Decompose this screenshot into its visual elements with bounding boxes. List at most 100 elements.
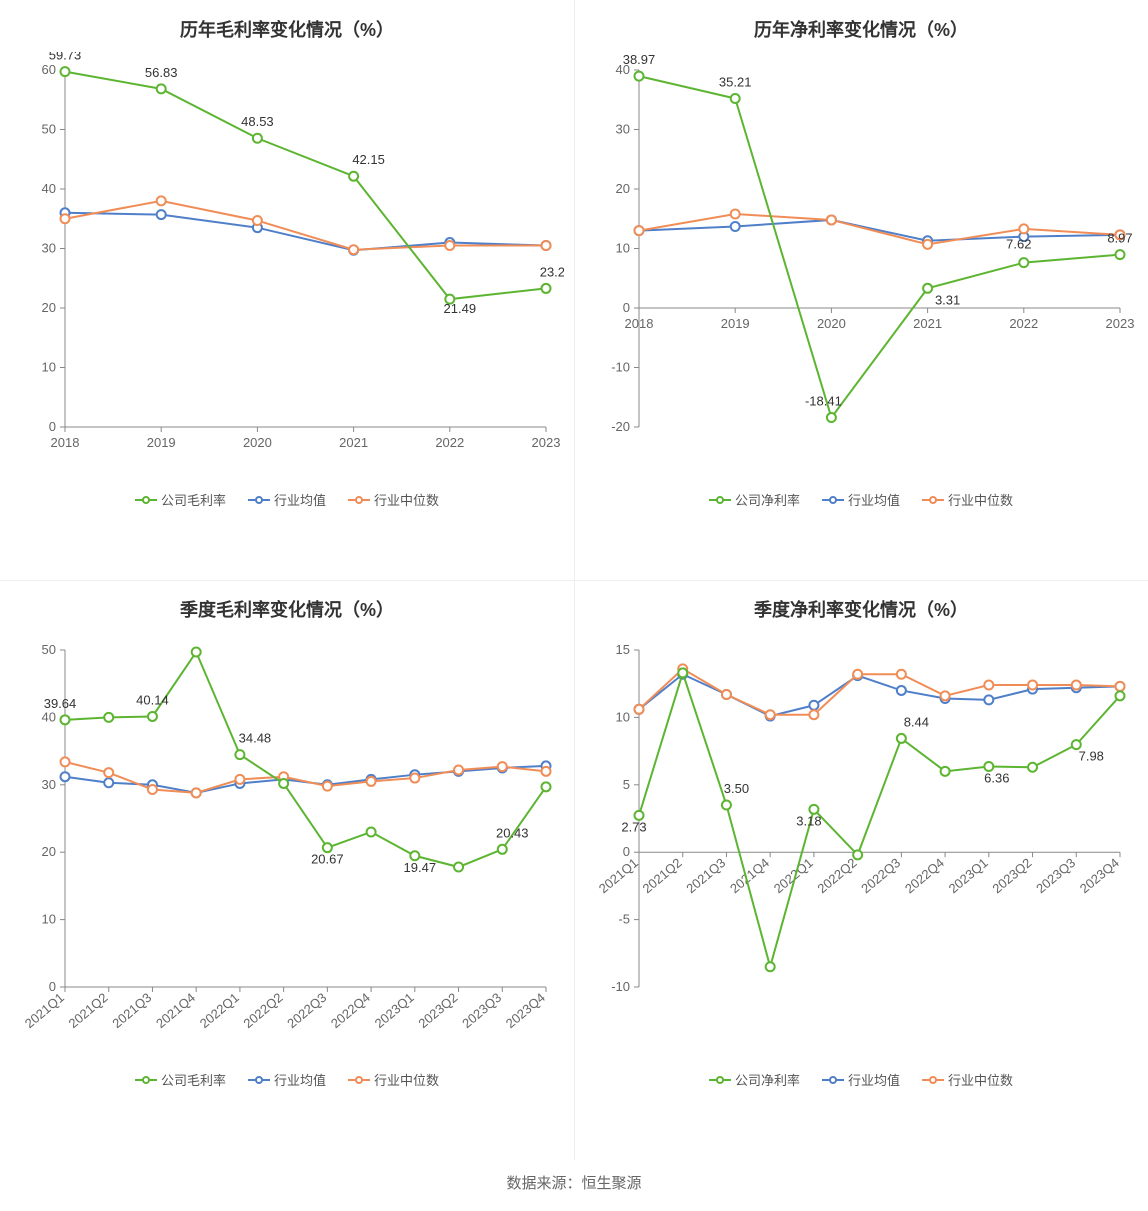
data-point[interactable] xyxy=(367,827,376,836)
data-point[interactable] xyxy=(897,670,906,679)
data-point[interactable] xyxy=(809,710,818,719)
data-point[interactable] xyxy=(235,750,244,759)
data-point[interactable] xyxy=(104,768,113,777)
legend-item-company[interactable]: 公司净利率 xyxy=(709,490,800,509)
data-point[interactable] xyxy=(635,705,644,714)
series-line-industry_median[interactable] xyxy=(65,762,546,793)
series-line-industry_avg[interactable] xyxy=(639,674,1120,716)
legend-item-company[interactable]: 公司毛利率 xyxy=(135,490,226,509)
data-point[interactable] xyxy=(809,701,818,710)
data-point[interactable] xyxy=(148,785,157,794)
data-point[interactable] xyxy=(253,134,262,143)
data-point[interactable] xyxy=(542,782,551,791)
data-point[interactable] xyxy=(157,84,166,93)
data-point[interactable] xyxy=(766,710,775,719)
data-point[interactable] xyxy=(498,762,507,771)
data-point[interactable] xyxy=(367,777,376,786)
data-point[interactable] xyxy=(941,767,950,776)
data-point[interactable] xyxy=(853,670,862,679)
svg-text:2022: 2022 xyxy=(1009,316,1038,331)
data-point[interactable] xyxy=(253,216,262,225)
data-point[interactable] xyxy=(192,788,201,797)
data-point[interactable] xyxy=(678,668,687,677)
data-point[interactable] xyxy=(542,284,551,293)
data-point[interactable] xyxy=(349,245,358,254)
data-point[interactable] xyxy=(61,67,70,76)
legend-item-industry_avg[interactable]: 行业均值 xyxy=(248,1070,326,1089)
plot-quarterly-gross[interactable]: 010203040502021Q12021Q22021Q32021Q42022Q… xyxy=(10,632,564,1052)
series-line-company[interactable] xyxy=(639,673,1120,967)
data-point[interactable] xyxy=(410,774,419,783)
data-point[interactable] xyxy=(722,690,731,699)
data-label: 21.49 xyxy=(444,301,477,316)
data-point[interactable] xyxy=(1116,250,1125,259)
data-point[interactable] xyxy=(827,215,836,224)
legend-item-company[interactable]: 公司净利率 xyxy=(709,1070,800,1089)
data-point[interactable] xyxy=(984,681,993,690)
data-point[interactable] xyxy=(542,241,551,250)
legend-item-industry_avg[interactable]: 行业均值 xyxy=(248,490,326,509)
data-point[interactable] xyxy=(192,648,201,657)
data-point[interactable] xyxy=(542,767,551,776)
data-point[interactable] xyxy=(61,214,70,223)
series-line-company[interactable] xyxy=(639,76,1120,417)
plot-quarterly-net[interactable]: -10-50510152021Q12021Q22021Q32021Q42022Q… xyxy=(584,632,1138,1052)
data-point[interactable] xyxy=(61,715,70,724)
data-point[interactable] xyxy=(323,782,332,791)
legend-item-industry_avg[interactable]: 行业均值 xyxy=(822,490,900,509)
data-point[interactable] xyxy=(722,801,731,810)
legend-swatch-icon xyxy=(135,494,157,506)
data-point[interactable] xyxy=(731,222,740,231)
data-point[interactable] xyxy=(941,691,950,700)
data-point[interactable] xyxy=(1072,681,1081,690)
data-point[interactable] xyxy=(1116,691,1125,700)
legend-item-industry_median[interactable]: 行业中位数 xyxy=(348,1070,439,1089)
series-line-industry_median[interactable] xyxy=(639,214,1120,244)
data-point[interactable] xyxy=(923,240,932,249)
legend-item-industry_median[interactable]: 行业中位数 xyxy=(922,490,1013,509)
data-point[interactable] xyxy=(1028,763,1037,772)
data-point[interactable] xyxy=(445,241,454,250)
legend-item-industry_median[interactable]: 行业中位数 xyxy=(922,1070,1013,1089)
legend-item-industry_avg[interactable]: 行业均值 xyxy=(822,1070,900,1089)
data-point[interactable] xyxy=(635,226,644,235)
data-point[interactable] xyxy=(104,713,113,722)
data-point[interactable] xyxy=(61,757,70,766)
data-point[interactable] xyxy=(279,779,288,788)
plot-annual-gross[interactable]: 010203040506020182019202020212022202359.… xyxy=(10,52,564,472)
data-point[interactable] xyxy=(1019,224,1028,233)
data-point[interactable] xyxy=(635,72,644,81)
data-point[interactable] xyxy=(897,686,906,695)
data-point[interactable] xyxy=(1019,258,1028,267)
data-point[interactable] xyxy=(454,765,463,774)
series-line-industry_avg[interactable] xyxy=(65,766,546,793)
data-point[interactable] xyxy=(104,778,113,787)
series-line-company[interactable] xyxy=(65,72,546,300)
data-point[interactable] xyxy=(498,845,507,854)
data-point[interactable] xyxy=(766,962,775,971)
data-point[interactable] xyxy=(454,863,463,872)
data-point[interactable] xyxy=(853,850,862,859)
data-point[interactable] xyxy=(984,695,993,704)
legend-item-industry_median[interactable]: 行业中位数 xyxy=(348,490,439,509)
data-point[interactable] xyxy=(157,196,166,205)
data-point[interactable] xyxy=(897,734,906,743)
legend-item-company[interactable]: 公司毛利率 xyxy=(135,1070,226,1089)
series-line-industry_median[interactable] xyxy=(639,669,1120,715)
data-point[interactable] xyxy=(731,94,740,103)
series-line-company[interactable] xyxy=(65,652,546,867)
plot-annual-net[interactable]: -20-100102030402018201920202021202220233… xyxy=(584,52,1138,472)
data-point[interactable] xyxy=(827,413,836,422)
data-point[interactable] xyxy=(731,209,740,218)
data-point[interactable] xyxy=(349,172,358,181)
data-point[interactable] xyxy=(157,210,166,219)
data-point[interactable] xyxy=(923,284,932,293)
svg-text:2021Q1: 2021Q1 xyxy=(596,855,641,896)
data-point[interactable] xyxy=(235,775,244,784)
data-point[interactable] xyxy=(148,712,157,721)
legend-swatch-icon xyxy=(348,1074,370,1086)
data-point[interactable] xyxy=(1116,682,1125,691)
data-point[interactable] xyxy=(1028,681,1037,690)
data-point[interactable] xyxy=(61,772,70,781)
chart-title: 季度净利率变化情况（%） xyxy=(584,596,1138,622)
